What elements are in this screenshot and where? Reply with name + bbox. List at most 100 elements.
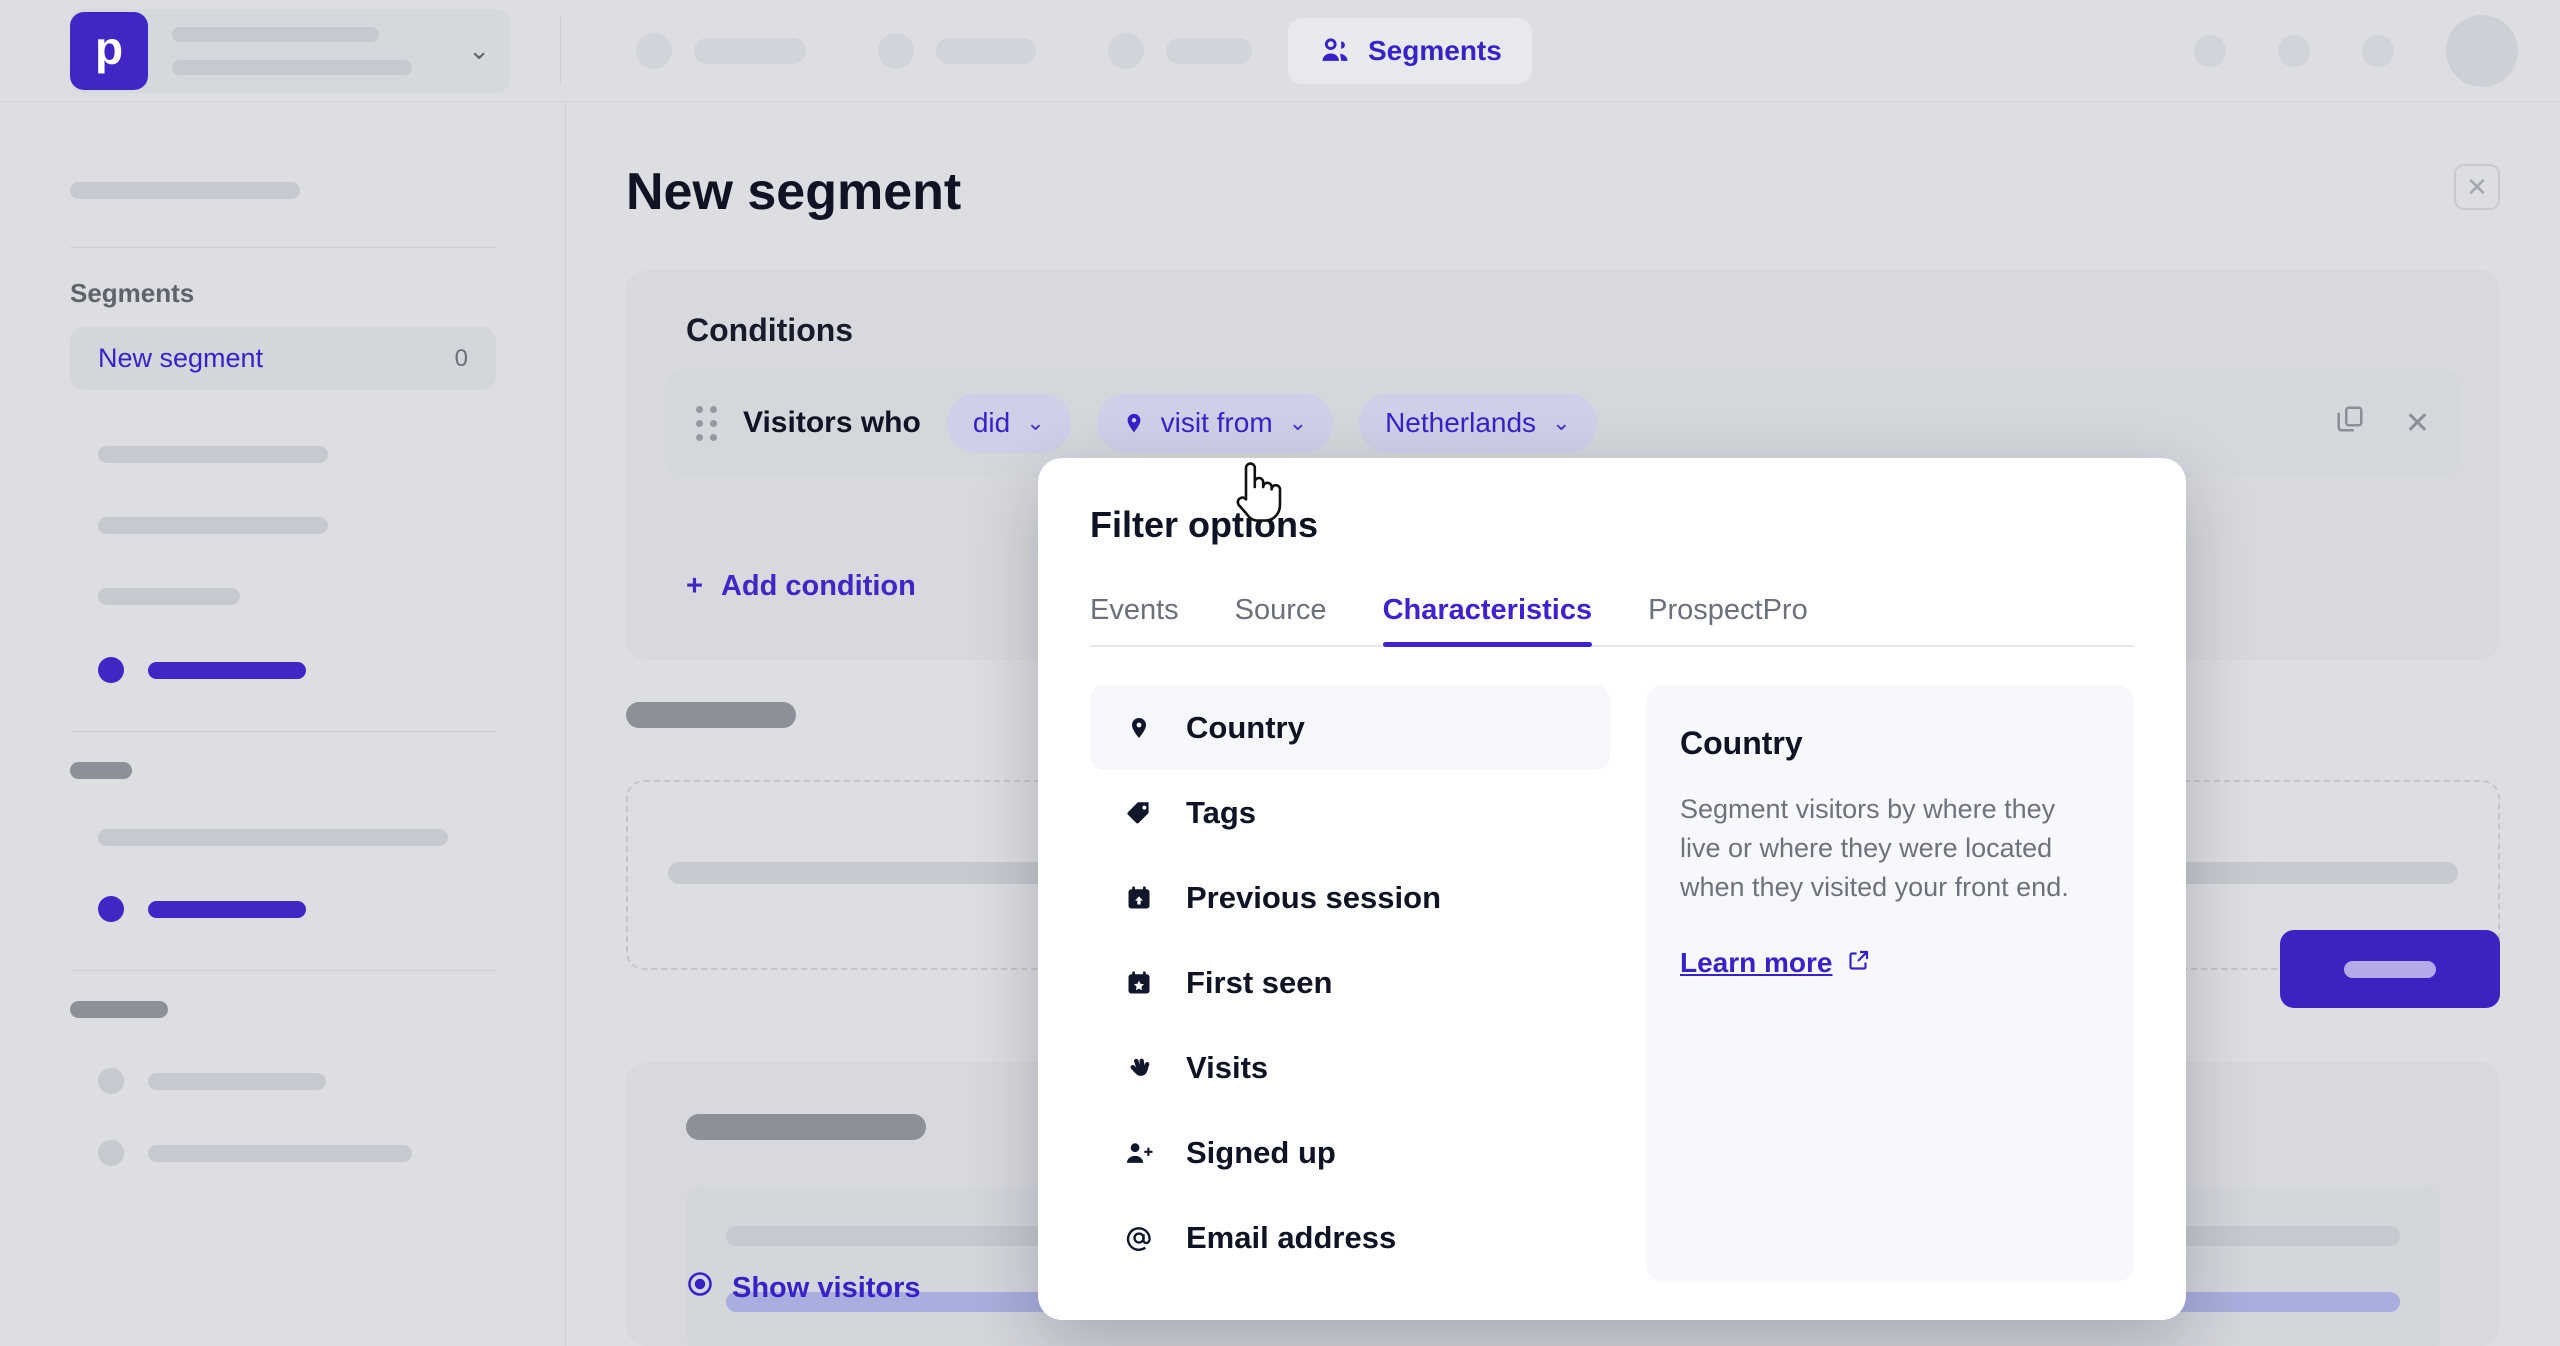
page-title: New segment (626, 163, 962, 221)
top-nav: Segments (600, 18, 1532, 84)
calendar-upload-icon (1122, 884, 1156, 912)
visitors-heading-skeleton (686, 1114, 926, 1140)
workspace-switcher[interactable]: p ⌄ (70, 8, 510, 93)
user-plus-icon (1122, 1139, 1156, 1167)
sidebar-skeleton-group-1 (0, 446, 566, 1166)
add-condition-button[interactable]: + Add condition (686, 570, 916, 603)
show-visitors-button[interactable]: Show visitors (686, 1270, 921, 1306)
sidebar-section-label: Segments (70, 278, 195, 308)
condition-row-actions: ✕ (2335, 404, 2430, 442)
filter-option-country[interactable]: Country (1090, 685, 1610, 770)
wave-hand-icon (1122, 1054, 1156, 1082)
learn-more-label: Learn more (1680, 947, 1833, 979)
nav-item-placeholder-1[interactable] (600, 18, 842, 84)
condition-verb-dropdown[interactable]: did ⌄ (946, 393, 1071, 453)
condition-value-label: Netherlands (1385, 407, 1537, 438)
filter-option-label: First seen (1186, 964, 1333, 1000)
chevron-down-icon: ⌄ (1552, 410, 1571, 435)
sidebar-skeleton-item-a[interactable] (98, 1068, 496, 1094)
sidebar-divider-1 (70, 247, 496, 248)
mouse-cursor (1228, 455, 1290, 532)
filter-option-label: Email address (1186, 1219, 1397, 1255)
sidebar-border (565, 102, 566, 1346)
topbar-icon-1[interactable] (2194, 35, 2226, 67)
filter-option-label: Country (1186, 709, 1305, 745)
nav-item-segments[interactable]: Segments (1288, 18, 1532, 84)
detail-description: Segment visitors by where they live or w… (1680, 794, 2069, 903)
condition-value-dropdown[interactable]: Netherlands ⌄ (1359, 393, 1597, 453)
nav-icon-placeholder (636, 33, 672, 69)
sidebar-item-new-segment[interactable]: New segment 0 (70, 327, 496, 390)
workspace-name-skeleton (148, 26, 468, 75)
location-pin-icon (1123, 410, 1145, 436)
app-logo: p (70, 11, 148, 90)
duplicate-icon[interactable] (2335, 404, 2365, 442)
filter-option-email-address[interactable]: Email address (1090, 1195, 1610, 1280)
location-pin-icon (1122, 713, 1156, 743)
sidebar-item-label: New segment (98, 343, 264, 373)
condition-verb-label: did (972, 407, 1011, 438)
sidebar-active-skeleton-item-2[interactable] (98, 896, 496, 922)
dialog-tabs: Events Source Characteristics ProspectPr… (1090, 594, 2134, 647)
nav-item-placeholder-3[interactable] (1072, 18, 1288, 84)
close-icon[interactable]: ✕ (2454, 164, 2500, 210)
filter-option-tags[interactable]: Tags (1090, 770, 1610, 855)
nav-item-placeholder-2[interactable] (842, 18, 1072, 84)
top-bar: p ⌄ (0, 0, 2560, 102)
detail-title: Country (1680, 725, 1803, 761)
tab-characteristics[interactable]: Characteristics (1382, 594, 1592, 647)
filter-options-dialog: Filter options Events Source Characteris… (1038, 458, 2186, 1320)
nav-segments-label: Segments (1368, 35, 1502, 66)
sidebar-top-skeleton (0, 102, 566, 199)
nav-icon-placeholder (1108, 33, 1144, 69)
filter-option-label: Signed up (1186, 1134, 1336, 1170)
filter-options-list: Country Tags (1090, 685, 1610, 1281)
filter-option-signed-up[interactable]: Signed up (1090, 1110, 1610, 1195)
primary-action-button[interactable] (2280, 930, 2500, 1008)
condition-prefix: Visitors who (743, 406, 921, 439)
sidebar-item-count: 0 (454, 344, 468, 372)
dialog-body: Country Tags (1090, 685, 2134, 1281)
topbar-icon-3[interactable] (2362, 35, 2394, 67)
top-bar-actions (2194, 0, 2518, 102)
show-visitors-label: Show visitors (732, 1271, 921, 1304)
topbar-icon-2[interactable] (2278, 35, 2310, 67)
top-divider (560, 16, 561, 85)
chevron-down-icon[interactable]: ⌄ (468, 35, 490, 65)
learn-more-link[interactable]: Learn more (1680, 947, 1871, 979)
primary-action-label-skeleton (2344, 960, 2436, 978)
sidebar-active-skeleton-item[interactable] (98, 657, 496, 683)
filter-option-previous-session[interactable]: Previous session (1090, 855, 1610, 940)
sidebar-divider-3 (70, 970, 496, 971)
tab-prospectpro[interactable]: ProspectPro (1648, 594, 1808, 626)
filter-option-visits[interactable]: Visits (1090, 1025, 1610, 1110)
nav-label-skeleton (694, 38, 806, 64)
results-heading-skeleton (626, 702, 796, 728)
nav-label-skeleton (1166, 38, 1252, 64)
tag-icon (1122, 799, 1156, 827)
conditions-heading: Conditions (686, 312, 854, 348)
sidebar: Segments New segment 0 (0, 102, 566, 1346)
drag-handle-icon[interactable] (696, 405, 717, 441)
sidebar-skeleton-item-b[interactable] (98, 1140, 496, 1166)
add-condition-label: Add condition (720, 570, 916, 602)
plus-icon: + (686, 570, 703, 602)
at-sign-icon (1122, 1223, 1156, 1253)
chevron-down-icon: ⌄ (1026, 410, 1045, 435)
avatar[interactable] (2446, 15, 2518, 87)
filter-option-label: Visits (1186, 1049, 1269, 1085)
remove-condition-icon[interactable]: ✕ (2404, 406, 2430, 440)
filter-option-detail-panel: Country Segment visitors by where they l… (1646, 685, 2134, 1281)
condition-action-dropdown[interactable]: visit from ⌄ (1096, 393, 1334, 453)
nav-icon-placeholder (878, 33, 914, 69)
tab-source[interactable]: Source (1234, 594, 1327, 626)
nav-label-skeleton (936, 38, 1036, 64)
filter-option-first-seen[interactable]: First seen (1090, 940, 1610, 1025)
filter-option-label: Tags (1186, 794, 1257, 830)
tab-events[interactable]: Events (1090, 594, 1179, 626)
eye-icon (686, 1270, 714, 1306)
filter-option-label: Previous session (1186, 879, 1442, 915)
condition-action-label: visit from (1160, 407, 1273, 438)
sidebar-divider-2 (70, 731, 496, 732)
